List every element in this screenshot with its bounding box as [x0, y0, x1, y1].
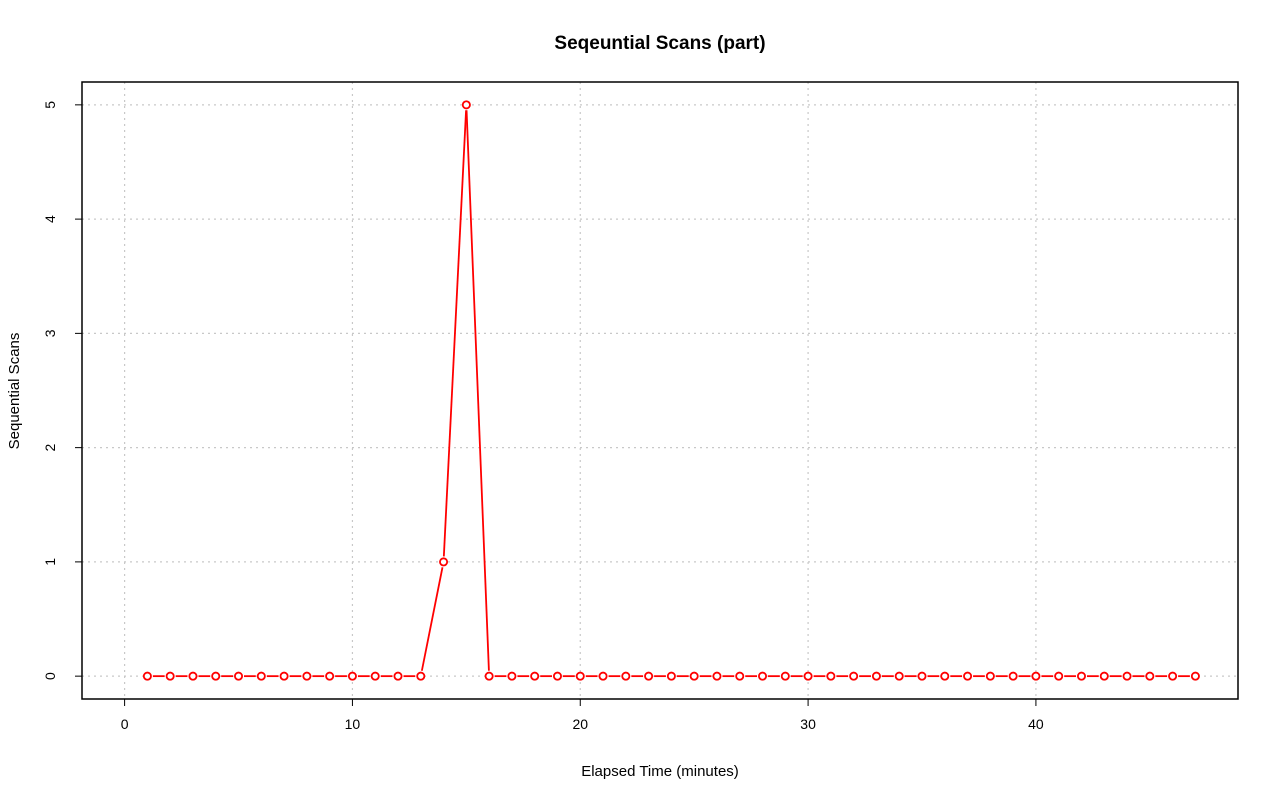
series-line-segment: [442, 110, 467, 557]
y-tick-label: 0: [42, 672, 58, 680]
chart-title: Seqeuntial Scans (part): [554, 33, 765, 54]
data-point: [575, 671, 585, 681]
data-point: [279, 671, 289, 681]
x-tick-label: 0: [121, 716, 129, 732]
data-point: [621, 671, 631, 681]
data-point: [894, 671, 904, 681]
y-tick-label: 2: [42, 444, 58, 452]
data-point: [347, 671, 357, 681]
data-point: [598, 671, 608, 681]
data-point: [1008, 671, 1018, 681]
grid: [82, 82, 1238, 699]
data-point: [188, 671, 198, 681]
y-tick-label: 5: [42, 101, 58, 109]
data-point: [1122, 671, 1132, 681]
data-point: [552, 671, 562, 681]
data-point: [803, 671, 813, 681]
data-point: [1031, 671, 1041, 681]
data-point: [735, 671, 745, 681]
data-point: [416, 671, 426, 681]
y-tick-label: 1: [42, 558, 58, 566]
data-point: [758, 671, 768, 681]
data-point: [849, 671, 859, 681]
data-point: [917, 671, 927, 681]
data-point: [461, 100, 471, 110]
data-point: [666, 671, 676, 681]
data-point: [940, 671, 950, 681]
y-tick-label: 3: [42, 329, 58, 337]
data-point: [302, 671, 312, 681]
y-tick-label: 4: [42, 215, 58, 223]
data-point: [871, 671, 881, 681]
y-axis-label: Sequential Scans: [6, 333, 23, 450]
data-point: [370, 671, 380, 681]
axes: 0 10 20 30 40 0 1 2 3 4 5: [42, 101, 1044, 732]
data-point: [484, 671, 494, 681]
data-point: [689, 671, 699, 681]
data-point: [325, 671, 335, 681]
data-point: [1054, 671, 1064, 681]
data-point: [1190, 671, 1200, 681]
data-point: [256, 671, 266, 681]
x-tick-label: 40: [1028, 716, 1044, 732]
data-point: [439, 557, 449, 567]
series-line-segment: [465, 110, 490, 671]
data-point: [393, 671, 403, 681]
x-tick-label: 20: [572, 716, 588, 732]
data-point: [530, 671, 540, 681]
data-point: [712, 671, 722, 681]
data-point: [985, 671, 995, 681]
plot-frame: [81, 81, 1239, 700]
data-point: [1076, 671, 1086, 681]
data-point: [780, 671, 790, 681]
series-line-segment: [420, 567, 444, 671]
data-series: [142, 100, 1200, 681]
x-tick-label: 10: [345, 716, 361, 732]
data-point: [826, 671, 836, 681]
data-point: [211, 671, 221, 681]
data-point: [644, 671, 654, 681]
data-point: [165, 671, 175, 681]
data-point: [1099, 671, 1109, 681]
data-point: [1168, 671, 1178, 681]
data-point: [142, 671, 152, 681]
x-axis-label: Elapsed Time (minutes): [581, 763, 739, 780]
data-point: [234, 671, 244, 681]
data-point: [1145, 671, 1155, 681]
data-point: [963, 671, 973, 681]
x-tick-label: 30: [800, 716, 816, 732]
data-point: [507, 671, 517, 681]
